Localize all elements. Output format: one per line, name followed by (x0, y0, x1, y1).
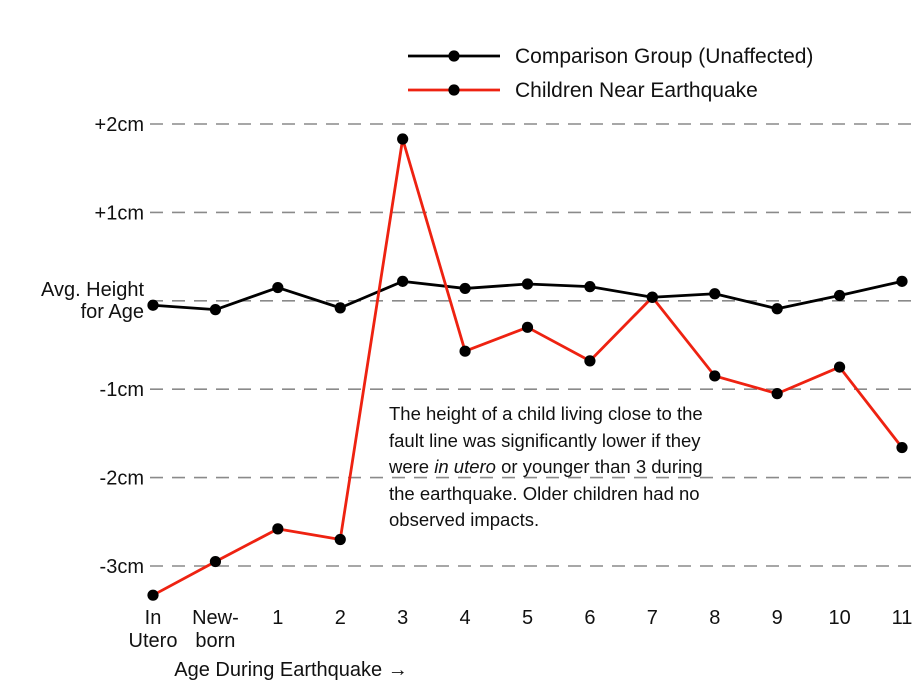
x-axis-title: Age During Earthquake → (174, 659, 407, 681)
x-tick-label: 7 (647, 607, 658, 629)
x-tick-label: born (195, 630, 235, 652)
data-point-comparison-group-unaffected (397, 275, 409, 287)
data-point-comparison-group-unaffected (459, 282, 471, 295)
data-point-children-near-earthquake (833, 361, 846, 373)
data-point-comparison-group-unaffected (771, 303, 783, 315)
data-point-children-near-earthquake (272, 523, 284, 535)
legend: Comparison Group (Unaffected) Children Ne… (408, 45, 813, 102)
annotation-emphasis: in utero (434, 456, 496, 477)
data-point-comparison-group-unaffected (334, 302, 346, 314)
data-point-comparison-group-unaffected (833, 289, 846, 302)
series-lines (147, 133, 908, 601)
x-tick-label: 5 (522, 607, 533, 629)
data-point-children-near-earthquake (209, 555, 222, 568)
legend-marker (448, 50, 460, 62)
data-point-comparison-group-unaffected (209, 304, 222, 316)
data-point-children-near-earthquake (334, 533, 346, 546)
annotation-note: The height of a child living close to th… (389, 401, 719, 534)
x-tick-label: Utero (129, 630, 178, 652)
x-tick-label: In (145, 607, 162, 629)
data-point-comparison-group-unaffected (709, 288, 721, 300)
y-tick-label: -1cm (100, 379, 144, 401)
data-point-children-near-earthquake (397, 133, 409, 145)
data-point-children-near-earthquake (147, 589, 159, 601)
data-point-comparison-group-unaffected (272, 281, 284, 294)
data-point-children-near-earthquake (459, 345, 471, 357)
x-tick-label: 3 (397, 607, 408, 629)
legend-marker (448, 84, 460, 96)
x-tick-label: 4 (460, 607, 471, 629)
data-point-comparison-group-unaffected (147, 299, 159, 311)
x-tick-label: 9 (772, 607, 783, 629)
annotation-text-part2: or younger than 3 during the earthquake.… (389, 456, 703, 530)
y-tick-label: Avg. Height (41, 279, 144, 301)
data-point-children-near-earthquake (709, 370, 721, 382)
x-tick-label: 1 (272, 607, 283, 629)
x-tick-label: 11 (892, 607, 913, 629)
y-tick-label: +2cm (95, 114, 144, 136)
data-point-children-near-earthquake (646, 291, 658, 303)
x-tick-label: 6 (584, 607, 595, 629)
data-point-children-near-earthquake (896, 441, 908, 454)
y-tick-label: +1cm (95, 202, 144, 224)
data-point-comparison-group-unaffected (521, 278, 534, 290)
annotation-text-part1: The height of a child living close to th… (389, 403, 703, 477)
x-tick-label: 10 (828, 607, 850, 629)
data-point-comparison-group-unaffected (584, 281, 596, 293)
x-tick-label: 2 (335, 607, 346, 629)
data-point-children-near-earthquake (521, 321, 534, 333)
x-tick-label: 8 (709, 607, 720, 629)
y-tick-label: -2cm (100, 468, 144, 490)
x-tick-label: New- (192, 607, 239, 629)
data-point-children-near-earthquake (584, 355, 596, 367)
y-tick-label: -3cm (100, 556, 144, 578)
data-point-children-near-earthquake (771, 388, 783, 400)
y-tick-label: for Age (81, 301, 144, 323)
grid-lines (150, 123, 912, 567)
legend-label: Comparison Group (Unaffected) (515, 45, 813, 68)
legend-label: Children Near Earthquake (515, 79, 758, 102)
data-point-comparison-group-unaffected (896, 275, 908, 287)
